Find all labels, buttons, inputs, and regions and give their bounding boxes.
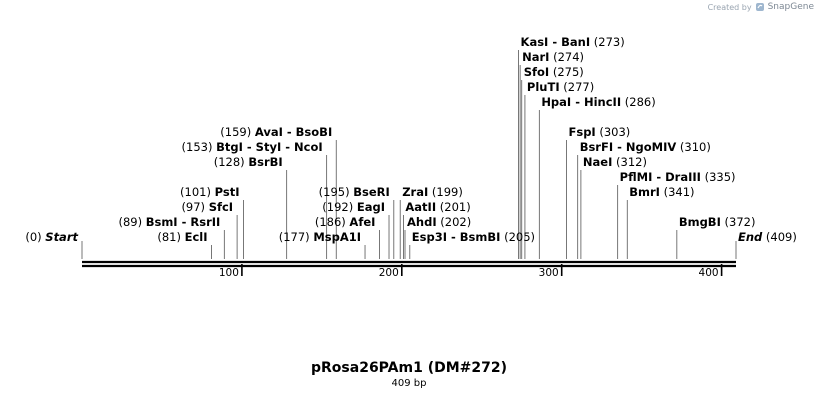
feature-name-pluti: PluTI xyxy=(527,80,560,94)
feature-pos-end: (409) xyxy=(762,230,797,244)
feature-label-avai[interactable]: (159) AvaI - BsoBI xyxy=(220,125,332,139)
feature-pos-esp3i: (205) xyxy=(500,230,535,244)
feature-name-bsrfi: BsrFI - NgoMIV xyxy=(580,140,677,154)
feature-label-kasi[interactable]: KasI - BanI (273) xyxy=(521,35,625,49)
feature-name-bsrbi: BsrBI xyxy=(248,155,282,169)
feature-name-ecli: EclI xyxy=(185,230,208,244)
feature-label-psti[interactable]: (101) PstI xyxy=(180,185,239,199)
tick-label-100: 100 xyxy=(219,267,239,279)
feature-pos-psti: (101) xyxy=(180,185,215,199)
feature-name-start: Start xyxy=(45,230,78,244)
feature-pos-bmri: (341) xyxy=(660,185,695,199)
sequence-backbone xyxy=(82,260,736,268)
feature-name-kasi: KasI - BanI xyxy=(521,35,591,49)
scale-ticks: 100 200 300 400 xyxy=(219,264,723,279)
feature-pos-naei: (312) xyxy=(612,155,647,169)
feature-label-pluti[interactable]: PluTI (277) xyxy=(527,80,594,94)
feature-name-sfci: SfcI xyxy=(209,200,233,214)
feature-pos-bmgbi: (372) xyxy=(721,215,756,229)
feature-pos-bsrfi: (310) xyxy=(676,140,711,154)
feature-name-zrai: ZraI xyxy=(402,185,428,199)
feature-label-bseri[interactable]: (195) BseRI xyxy=(319,185,390,199)
feature-name-eagi: EagI xyxy=(357,200,385,214)
feature-label-sfoi[interactable]: SfoI (275) xyxy=(524,65,584,79)
feature-pos-ahdi: (202) xyxy=(437,215,472,229)
feature-name-avai: AvaI - BsoBI xyxy=(255,125,332,139)
feature-pos-aatii: (201) xyxy=(436,200,471,214)
snapgene-logo-icon xyxy=(755,3,764,11)
feature-label-aatii[interactable]: AatII (201) xyxy=(405,200,470,214)
feature-label-eagi[interactable]: (192) EagI xyxy=(322,200,385,214)
feature-name-btgi: BtgI - StyI - NcoI xyxy=(216,140,323,154)
feature-name-end: End xyxy=(738,230,763,244)
feature-name-ahdi: AhdI xyxy=(407,215,437,229)
feature-name-naei: NaeI xyxy=(583,155,612,169)
feature-name-sfoi: SfoI xyxy=(524,65,549,79)
map-length: 409 bp xyxy=(391,378,427,389)
feature-label-naei[interactable]: NaeI (312) xyxy=(583,155,647,169)
feature-name-afei: AfeI xyxy=(349,215,375,229)
feature-name-pflmi: PflMI - DraIII xyxy=(620,170,701,184)
tick-label-400: 400 xyxy=(699,267,719,279)
feature-name-bsmi: BsmI - RsrII xyxy=(146,215,221,229)
feature-label-bsrbi[interactable]: (128) BsrBI xyxy=(214,155,283,169)
feature-label-bmgbi[interactable]: BmgBI (372) xyxy=(679,215,756,229)
feature-name-mspa1i: MspA1I xyxy=(313,230,361,244)
feature-pos-btgi: (153) xyxy=(182,140,217,154)
feature-pos-avai: (159) xyxy=(220,125,255,139)
feature-name-bseri: BseRI xyxy=(353,185,390,199)
feature-labels: (0) Start (81) EclI(89) BsmI - RsrII(97) … xyxy=(25,35,797,244)
feature-pos-nari: (274) xyxy=(549,50,584,64)
feature-pos-bsmi: (89) xyxy=(118,215,145,229)
feature-name-hpai: HpaI - HincII xyxy=(541,95,621,109)
feature-label-zrai[interactable]: ZraI (199) xyxy=(402,185,463,199)
feature-name-psti: PstI xyxy=(215,185,240,199)
feature-label-pflmi[interactable]: PflMI - DraIII (335) xyxy=(620,170,736,184)
feature-label-afei[interactable]: (186) AfeI xyxy=(315,215,376,229)
credit-brand: SnapGene xyxy=(767,2,814,12)
sequence-map: 100 200 300 400 (0) Start (81) EclI(89) BsmI… xyxy=(25,35,797,279)
feature-pos-kasi: (273) xyxy=(590,35,625,49)
feature-pos-pflmi: (335) xyxy=(701,170,736,184)
feature-name-nari: NarI xyxy=(522,50,549,64)
feature-pos-ecli: (81) xyxy=(157,230,184,244)
feature-pos-zrai: (199) xyxy=(428,185,463,199)
feature-name-esp3i: Esp3I - BsmBI xyxy=(412,230,501,244)
snapgene-credit: Created by SnapGene xyxy=(708,2,814,12)
credit-text: Created by xyxy=(707,2,752,12)
feature-pos-start: (0) xyxy=(25,230,45,244)
feature-label-start[interactable]: (0) Start xyxy=(25,230,78,244)
leader-lines xyxy=(81,50,737,259)
feature-name-aatii: AatII xyxy=(405,200,436,214)
feature-pos-hpai: (286) xyxy=(621,95,656,109)
feature-label-fspi[interactable]: FspI (303) xyxy=(569,125,631,139)
feature-pos-bseri: (195) xyxy=(319,185,354,199)
feature-pos-bsrbi: (128) xyxy=(214,155,249,169)
feature-label-ahdi[interactable]: AhdI (202) xyxy=(407,215,471,229)
feature-pos-pluti: (277) xyxy=(560,80,595,94)
feature-pos-afei: (186) xyxy=(315,215,350,229)
feature-pos-fspi: (303) xyxy=(596,125,631,139)
feature-label-hpai[interactable]: HpaI - HincII (286) xyxy=(541,95,655,109)
feature-label-mspa1i[interactable]: (177) MspA1I xyxy=(279,230,361,244)
tick-label-300: 300 xyxy=(539,267,559,279)
map-title: pRosa26PAm1 (DM#272) xyxy=(311,360,507,376)
feature-pos-sfci: (97) xyxy=(181,200,208,214)
feature-name-fspi: FspI xyxy=(569,125,596,139)
feature-label-bsmi[interactable]: (89) BsmI - RsrII xyxy=(118,215,220,229)
feature-pos-eagi: (192) xyxy=(322,200,357,214)
feature-name-bmgbi: BmgBI xyxy=(679,215,721,229)
feature-label-sfci[interactable]: (97) SfcI xyxy=(181,200,233,214)
feature-label-btgi[interactable]: (153) BtgI - StyI - NcoI xyxy=(182,140,323,154)
feature-label-nari[interactable]: NarI (274) xyxy=(522,50,584,64)
feature-label-esp3i[interactable]: Esp3I - BsmBI (205) xyxy=(412,230,535,244)
tick-label-200: 200 xyxy=(379,267,399,279)
feature-label-bmri[interactable]: BmrI (341) xyxy=(629,185,694,199)
feature-name-bmri: BmrI xyxy=(629,185,660,199)
feature-pos-mspa1i: (177) xyxy=(279,230,314,244)
feature-label-end[interactable]: End (409) xyxy=(738,230,797,244)
feature-pos-sfoi: (275) xyxy=(549,65,584,79)
feature-label-ecli[interactable]: (81) EclI xyxy=(157,230,207,244)
feature-label-bsrfi[interactable]: BsrFI - NgoMIV (310) xyxy=(580,140,711,154)
